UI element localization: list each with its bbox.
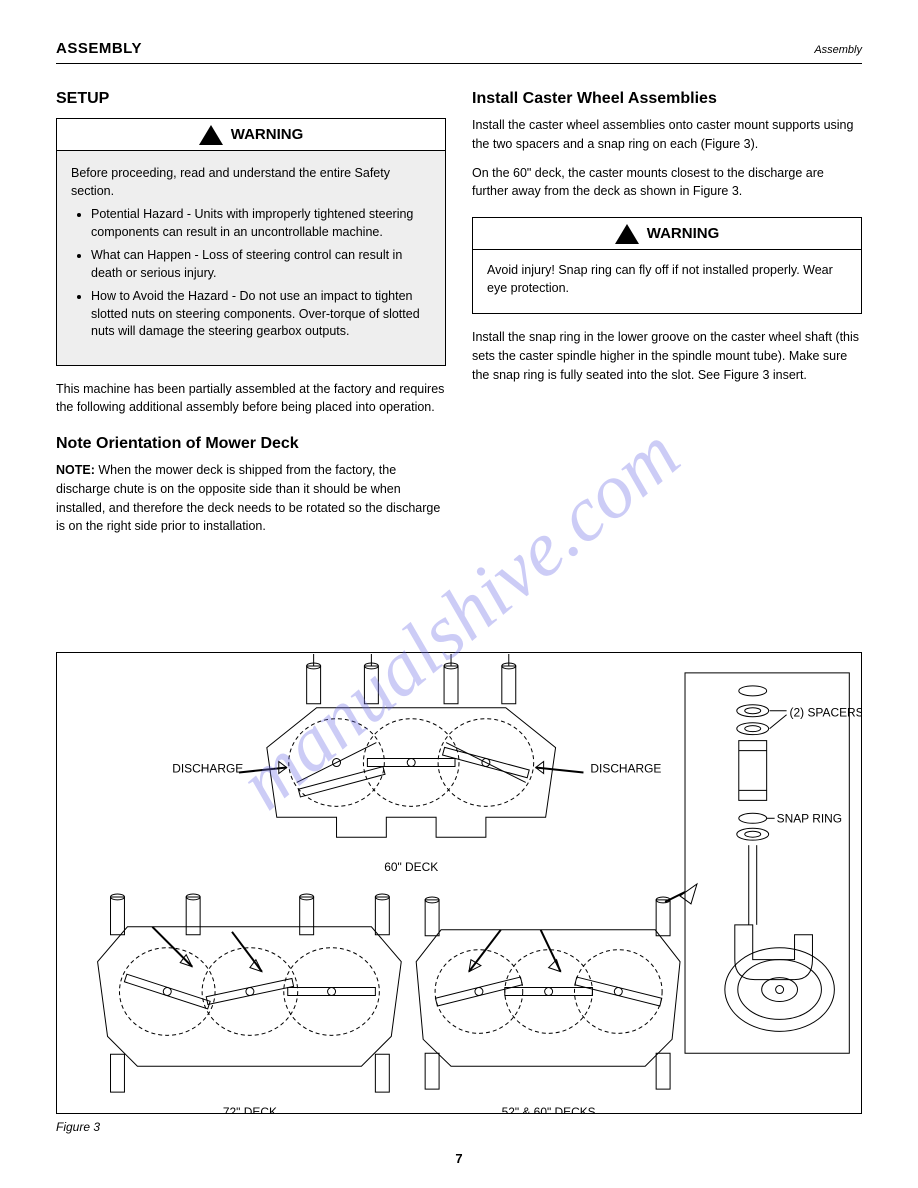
inset-frame	[685, 673, 849, 1053]
caster-para-1a: Install the caster wheel assemblies onto…	[472, 116, 862, 154]
label-discharge-right: DISCHARGE	[590, 761, 661, 775]
label-spacers: (2) SPACERS	[790, 706, 861, 720]
header-section-title: ASSEMBLY	[56, 40, 142, 57]
figure-caption: Figure 3	[56, 1120, 862, 1134]
header-divider	[56, 63, 862, 64]
header-topic: Assembly	[814, 44, 862, 56]
warning-bullet: How to Avoid the Hazard - Do not use an …	[91, 288, 431, 341]
figure-block: 60" DECK DISCHARGE DISCHARGE	[56, 652, 862, 1134]
warning-triangle-icon	[615, 224, 639, 244]
note-label: NOTE:	[56, 463, 95, 477]
warning-bullet-list: Potential Hazard - Units with improperly…	[71, 206, 431, 341]
orientation-note: NOTE: When the mower deck is shipped fro…	[56, 461, 446, 536]
label-72deck: 72" DECK	[223, 1105, 277, 1113]
warning-header-right: WARNING	[473, 218, 861, 250]
setup-heading: SETUP	[56, 90, 446, 108]
warning-box-left: WARNING Before proceeding, read and unde…	[56, 118, 446, 366]
warning-triangle-icon	[199, 125, 223, 145]
page-root: ASSEMBLY Assembly SETUP WARNING Before p…	[0, 0, 918, 1188]
warning-body-left: Before proceeding, read and understand t…	[57, 151, 445, 365]
note-text: When the mower deck is shipped from the …	[56, 463, 440, 533]
label-60deck: 60" DECK	[384, 860, 438, 874]
label-5260deck: 52" & 60" DECKS	[502, 1105, 596, 1113]
page-header: ASSEMBLY Assembly	[56, 40, 862, 57]
install-caster-heading: Install Caster Wheel Assemblies	[472, 90, 862, 108]
warning-bullet: What can Happen - Loss of steering contr…	[91, 247, 431, 282]
warning-box-right: WARNING Avoid injury! Snap ring can fly …	[472, 217, 862, 314]
note-orientation-heading: Note Orientation of Mower Deck	[56, 435, 446, 453]
figure-frame: 60" DECK DISCHARGE DISCHARGE	[56, 652, 862, 1114]
label-snapring: SNAP RING	[777, 811, 842, 825]
warning-body-right: Avoid injury! Snap ring can fly off if n…	[473, 250, 861, 313]
warning-label-right: WARNING	[647, 225, 720, 242]
two-column-body: SETUP WARNING Before proceeding, read an…	[56, 90, 862, 536]
warning-bullet: Potential Hazard - Units with improperly…	[91, 206, 431, 241]
figure-svg: 60" DECK DISCHARGE DISCHARGE	[57, 653, 861, 1113]
caster-para-2: Install the snap ring in the lower groov…	[472, 328, 862, 384]
label-discharge-left: DISCHARGE	[172, 761, 243, 775]
warning-intro: Before proceeding, read and understand t…	[71, 165, 431, 200]
warning-label-left: WARNING	[231, 126, 304, 143]
caster-para-1b: On the 60" deck, the caster mounts close…	[472, 164, 862, 202]
left-column: SETUP WARNING Before proceeding, read an…	[56, 90, 446, 536]
warning-header-left: WARNING	[57, 119, 445, 151]
setup-paragraph: This machine has been partially assemble…	[56, 380, 446, 418]
page-number: 7	[0, 1151, 918, 1166]
right-column: Install Caster Wheel Assemblies Install …	[472, 90, 862, 536]
